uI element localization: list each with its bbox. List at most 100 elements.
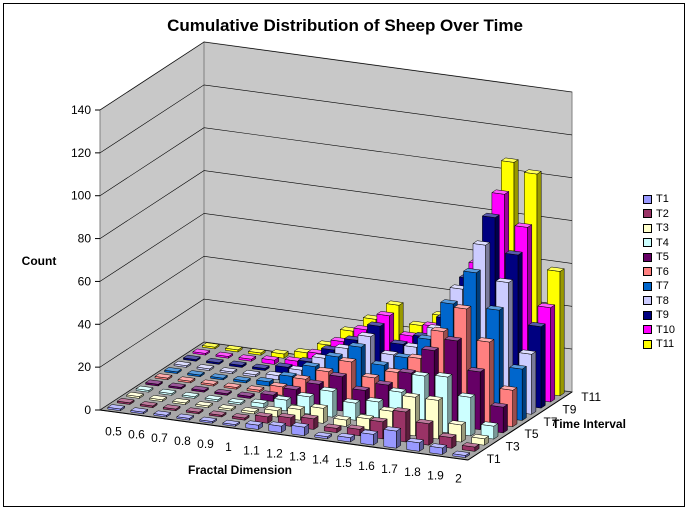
bar-top	[453, 304, 472, 310]
bar-top	[176, 413, 195, 419]
legend-swatch	[643, 194, 652, 204]
bar-T1-1.5	[337, 432, 356, 443]
x-tick-label: 1.3	[289, 450, 306, 464]
bar-top	[301, 361, 321, 367]
bar-top	[527, 321, 546, 327]
bar-top	[491, 189, 510, 195]
bar-side	[531, 351, 537, 415]
legend-item: T9	[643, 308, 687, 323]
bar-T10-0.6	[215, 351, 234, 359]
gridline	[99, 41, 573, 111]
bar-top	[130, 407, 149, 413]
bar-top	[499, 385, 518, 391]
bar-top	[360, 429, 379, 435]
x-tick-label: 1.7	[381, 462, 398, 476]
x-tick-label: 1.1	[243, 443, 260, 457]
bar-T2-0.6	[139, 401, 158, 409]
bar-top	[232, 376, 252, 382]
bar-top	[443, 336, 463, 342]
bar-top	[508, 364, 528, 370]
bar-top	[274, 362, 293, 368]
bar-top	[438, 432, 457, 438]
bar-T11-0.7	[247, 348, 266, 356]
x-tick-label: 2	[455, 471, 462, 485]
y-tick-label: 140	[71, 103, 91, 117]
bar-top	[480, 421, 499, 427]
x-axis-line	[99, 409, 469, 461]
bar-side	[502, 403, 508, 434]
bar-top	[204, 395, 223, 401]
legend-label: T8	[656, 294, 669, 307]
chart-title: Cumulative Distribution of Sheep Over Ti…	[167, 16, 523, 35]
bar-top	[429, 443, 448, 449]
bar-top	[383, 426, 402, 432]
bar-T4-0.8	[204, 395, 223, 403]
bar-top	[411, 371, 430, 377]
depth-tick-label: T5	[525, 427, 539, 441]
y-tick-label: 80	[78, 232, 92, 246]
bar-T4-0.9	[227, 398, 246, 406]
legend-item: T10	[643, 323, 687, 338]
gridline	[99, 170, 573, 239]
bar-top	[238, 354, 257, 360]
bar-top	[380, 350, 399, 356]
bar-T2-1.1	[254, 412, 273, 424]
bar-top	[291, 422, 310, 428]
bar-top	[415, 418, 434, 424]
bar-T2-0.9	[208, 410, 227, 418]
bar-T8-0.8	[242, 369, 261, 378]
bar-top	[201, 342, 220, 348]
bar-top	[209, 373, 229, 379]
bar-top	[342, 398, 361, 404]
legend-item: T7	[643, 279, 687, 294]
y-tick-label: 0	[84, 403, 91, 417]
x-axis-title: Fractal Dimension	[188, 463, 292, 477]
x-tick-label: 0.6	[128, 428, 145, 442]
bar-T5-0.7	[190, 385, 210, 393]
legend-label: T5	[656, 251, 669, 264]
bar-front	[360, 432, 374, 446]
depth-tick-label: T7	[543, 415, 557, 429]
bar-top	[186, 370, 206, 376]
bar-top	[255, 377, 275, 383]
bar-top	[323, 423, 342, 429]
bar-T5-0.5	[144, 379, 164, 387]
depth-axis-title: Time Interval	[552, 417, 626, 431]
bar-top	[504, 250, 523, 256]
bar-T5-0.6	[167, 382, 187, 390]
chart-legend: T1 T2 T3 T4 T5 T6 T7 T8 T9 T10 T11	[643, 192, 687, 352]
y-tick-label: 100	[71, 189, 91, 203]
x-tick-label: 0.5	[105, 425, 122, 439]
x-tick-label: 0.7	[151, 431, 168, 445]
bar-T7-0.7	[209, 373, 229, 381]
bar-side	[461, 421, 466, 443]
bar-top	[388, 387, 407, 393]
legend-label: T10	[656, 323, 675, 336]
bar-top	[247, 348, 266, 354]
bar-top	[277, 413, 296, 419]
bar-top	[448, 420, 467, 426]
bar-top	[365, 397, 384, 403]
x-tick-label: 0.9	[197, 437, 214, 451]
x-tick-label: 1	[225, 440, 232, 454]
legend-label: T4	[656, 236, 669, 249]
bar-top	[268, 421, 287, 427]
legend-swatch	[643, 339, 652, 349]
legend-item: T6	[643, 265, 687, 280]
bar-top	[481, 212, 500, 218]
bar-top	[158, 388, 177, 394]
bar-top	[452, 450, 471, 456]
bar-top	[361, 373, 380, 379]
bar-T11-0.5	[201, 342, 220, 350]
bar-T4-0.5	[135, 385, 154, 393]
bar-T3-0.5	[126, 391, 145, 399]
bar-T1-1.9	[429, 443, 448, 455]
bar-top	[190, 385, 210, 391]
legend-label: T6	[656, 265, 669, 278]
y-tick-label: 120	[71, 146, 91, 160]
bar-T8-0.5	[173, 360, 192, 368]
bar-T1-1.2	[268, 421, 287, 434]
x-tick-label: 1.4	[312, 453, 329, 467]
bar-top	[439, 299, 459, 305]
